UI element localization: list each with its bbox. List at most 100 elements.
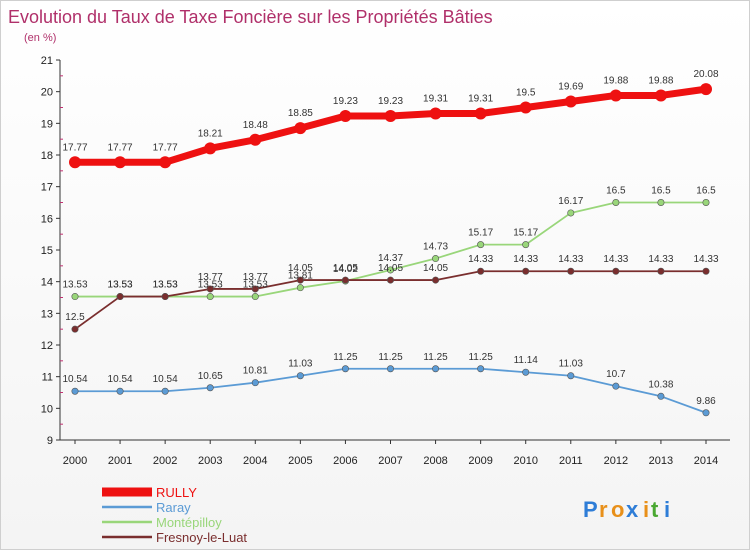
- x-tick-label: 2010: [513, 455, 537, 467]
- logo-letter: o: [611, 497, 624, 522]
- x-tick-label: 2002: [153, 455, 177, 467]
- data-point: [161, 387, 169, 395]
- x-tick-label: 2009: [468, 455, 492, 467]
- data-point: [116, 387, 124, 395]
- data-point: [567, 372, 575, 380]
- data-label: 14.05: [423, 263, 448, 274]
- data-point: [71, 387, 79, 395]
- data-point: [161, 293, 169, 301]
- data-point: [386, 266, 394, 274]
- y-tick-label: 17: [41, 182, 53, 194]
- data-point: [477, 241, 485, 249]
- data-label: 13.53: [153, 280, 178, 291]
- data-point: [386, 365, 394, 373]
- x-tick-label: 2006: [333, 455, 357, 467]
- data-point: [522, 241, 530, 249]
- data-label: 13.53: [153, 280, 178, 291]
- data-label: 13.53: [198, 280, 223, 291]
- x-tick-label: 2005: [288, 455, 312, 467]
- data-label: 11.25: [378, 352, 403, 363]
- x-tick-label: 2011: [559, 455, 583, 467]
- series-lines: [71, 85, 710, 414]
- data-labels: 17.77 17.77 17.77 18.21 18.48 18.85 19.23 19.23…: [62, 69, 718, 407]
- y-tick-label: 10: [41, 403, 53, 415]
- y-tick-label: 11: [42, 372, 53, 384]
- data-point: [612, 267, 620, 275]
- data-point: [339, 110, 352, 123]
- data-label: 10.7: [606, 369, 626, 380]
- data-label: 10.38: [648, 379, 673, 390]
- data-point: [564, 95, 577, 108]
- x-tick-label: 2004: [243, 455, 267, 467]
- y-tick-label: 15: [41, 245, 53, 257]
- data-point: [116, 293, 124, 301]
- data-label: 13.53: [243, 280, 268, 291]
- data-point: [657, 267, 665, 275]
- data-label: 18.21: [198, 128, 223, 139]
- y-tick-label: 9: [47, 435, 53, 447]
- data-label: 14.33: [468, 254, 493, 265]
- x-tick-label: 2008: [423, 455, 447, 467]
- data-label: 19.88: [648, 75, 673, 86]
- data-label: 13.53: [108, 280, 133, 291]
- data-label: 19.88: [603, 75, 628, 86]
- x-tick-label: 2007: [378, 455, 402, 467]
- data-label: 20.08: [693, 69, 718, 80]
- data-point: [612, 382, 620, 390]
- series-points: [69, 83, 712, 417]
- data-label: 11.14: [514, 355, 539, 366]
- data-label: 12.5: [65, 312, 85, 323]
- data-label: 11.25: [468, 352, 493, 363]
- data-label: 19.23: [333, 96, 358, 107]
- y-tick-label: 14: [41, 277, 53, 289]
- x-tick-label: 2000: [63, 455, 87, 467]
- data-label: 14.33: [603, 254, 628, 265]
- data-label: 18.48: [243, 120, 268, 131]
- data-label: 16.5: [696, 186, 716, 197]
- chart-title: Evolution du Taux de Taxe Foncière sur l…: [8, 7, 493, 27]
- data-point: [296, 372, 304, 380]
- x-tick-label: 2001: [108, 455, 132, 467]
- data-label: 10.65: [198, 371, 223, 382]
- x-tick-label: 2012: [604, 455, 628, 467]
- data-point: [702, 199, 710, 207]
- data-point: [251, 379, 259, 387]
- data-label: 10.54: [153, 374, 178, 385]
- data-point: [114, 156, 127, 169]
- legend-label: RULLY: [156, 485, 197, 500]
- y-tick-label: 16: [41, 213, 53, 225]
- data-point: [294, 122, 307, 135]
- data-point: [567, 209, 575, 217]
- data-point: [519, 101, 532, 114]
- chart-subtitle: (en %): [24, 32, 56, 44]
- data-point: [386, 276, 394, 284]
- data-label: 17.77: [153, 142, 178, 153]
- y-tick-label: 19: [41, 118, 53, 130]
- data-label: 14.05: [333, 263, 358, 274]
- data-point: [159, 156, 172, 169]
- data-point: [477, 365, 485, 373]
- y-tick-label: 20: [41, 87, 53, 99]
- y-tick-label: 18: [41, 150, 53, 162]
- data-point: [567, 267, 575, 275]
- logo-letter: i: [643, 497, 649, 522]
- data-label: 14.05: [378, 263, 403, 274]
- data-label: 14.33: [558, 254, 583, 265]
- logo-letter: x: [626, 497, 639, 522]
- data-point: [654, 89, 667, 102]
- data-label: 13.81: [288, 271, 313, 282]
- data-point: [657, 199, 665, 207]
- data-point: [341, 365, 349, 373]
- data-label: 13.53: [108, 280, 133, 291]
- data-point: [432, 255, 440, 263]
- data-point: [71, 293, 79, 301]
- data-label: 11.25: [423, 352, 448, 363]
- logo-letter: r: [599, 497, 608, 522]
- x-tick-label: 2003: [198, 455, 222, 467]
- logo-letter: P: [583, 497, 598, 522]
- data-label: 13.53: [62, 280, 87, 291]
- legend-label: Raray: [156, 500, 191, 515]
